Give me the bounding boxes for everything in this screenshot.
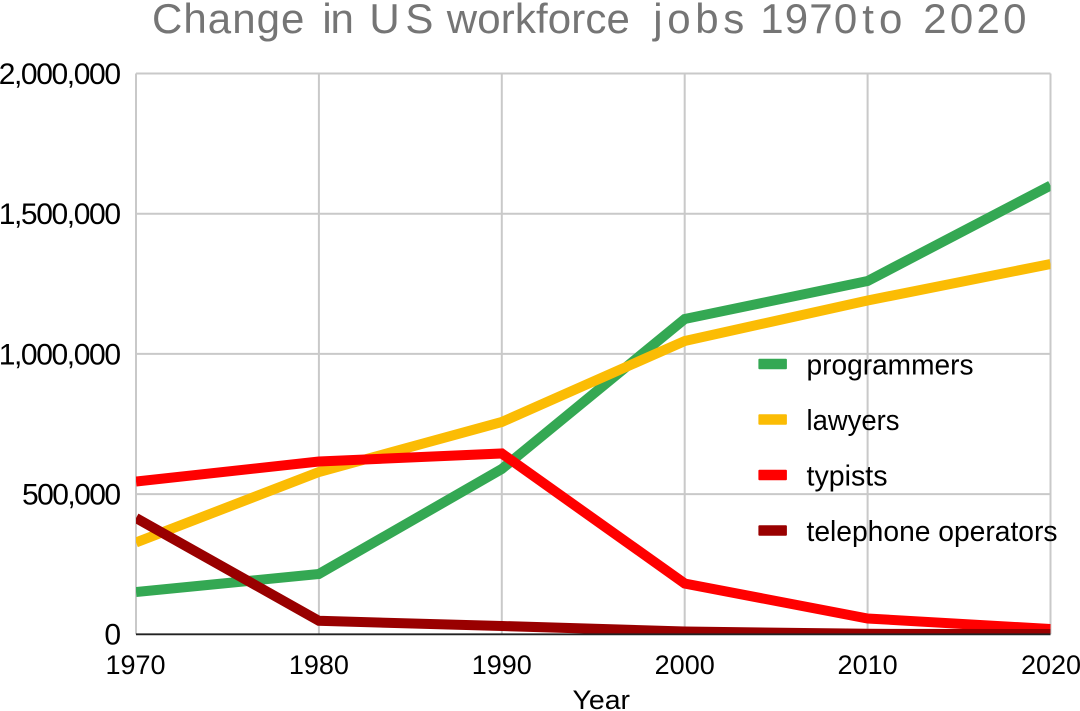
svg-text:telephone operators: telephone operators — [807, 516, 1058, 548]
svg-text:1970: 1970 — [760, 0, 857, 42]
svg-text:in: in — [322, 0, 354, 42]
svg-text:to: to — [862, 0, 902, 42]
svg-text:500,000: 500,000 — [22, 479, 121, 512]
svg-text:typists: typists — [807, 460, 888, 492]
svg-text:1990: 1990 — [472, 650, 532, 680]
svg-text:1970: 1970 — [105, 650, 165, 680]
svg-text:jobs: jobs — [651, 0, 744, 42]
svg-text:programmers: programmers — [807, 349, 974, 381]
svg-text:2,000,000: 2,000,000 — [0, 58, 121, 91]
svg-text:0: 0 — [104, 619, 121, 652]
svg-text:1980: 1980 — [289, 650, 349, 680]
svg-text:Change: Change — [152, 0, 304, 42]
svg-text:1,000,000: 1,000,000 — [0, 338, 121, 371]
svg-text:2000: 2000 — [655, 650, 715, 680]
svg-text:Year: Year — [573, 685, 631, 711]
svg-text:2010: 2010 — [838, 650, 898, 680]
svg-text:workforce: workforce — [446, 0, 630, 42]
svg-text:1,500,000: 1,500,000 — [0, 198, 121, 231]
svg-text:2020: 2020 — [1021, 650, 1080, 680]
svg-text:lawyers: lawyers — [807, 405, 900, 437]
